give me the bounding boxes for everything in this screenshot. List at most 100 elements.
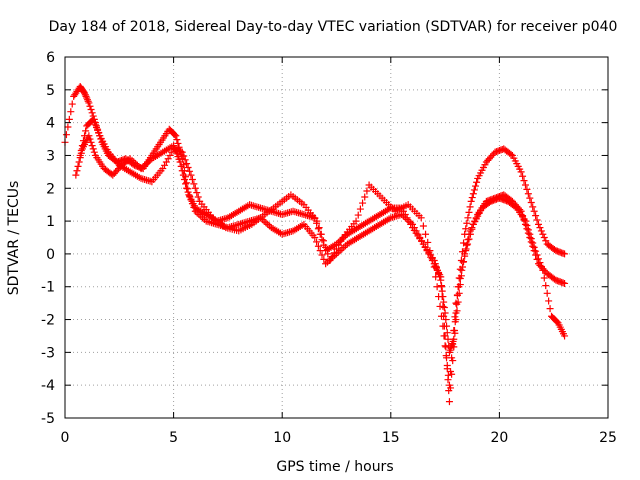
data-point (468, 225, 476, 233)
data-point (171, 131, 179, 139)
data-point (470, 186, 478, 194)
data-point (472, 182, 480, 190)
data-point (83, 94, 91, 102)
data-point (466, 230, 474, 238)
data-point (81, 89, 89, 97)
data-point (433, 283, 441, 291)
data-point (184, 163, 192, 171)
data-point (82, 92, 90, 100)
y-tick-label: -5 (41, 411, 55, 427)
plot-frame (64, 56, 609, 419)
data-point (173, 136, 181, 144)
data-point (68, 100, 76, 108)
data-point (313, 238, 321, 246)
data-point (64, 123, 72, 131)
y-tick-label: 0 (46, 247, 55, 263)
data-point (193, 189, 201, 197)
data-point (84, 97, 92, 105)
data-point (311, 234, 319, 241)
data-point (177, 162, 185, 170)
data-point (320, 255, 328, 263)
data-point (62, 131, 70, 139)
data-point (521, 181, 529, 189)
data-point (445, 381, 453, 389)
data-point (318, 251, 326, 259)
y-tick-label: -1 (41, 280, 55, 296)
data-point (453, 307, 461, 315)
data-point (162, 158, 170, 166)
data-point (430, 263, 438, 271)
data-point (455, 283, 463, 291)
data-point (435, 293, 443, 301)
chart-title: Day 184 of 2018, Sidereal Day-to-day VTE… (49, 19, 618, 35)
data-point (539, 230, 547, 238)
data-point (540, 274, 548, 282)
data-point (164, 155, 172, 163)
data-point (67, 108, 75, 116)
data-point (416, 234, 424, 241)
data-point (314, 225, 322, 233)
data-point (523, 185, 531, 193)
data-point (442, 352, 450, 360)
data-point (428, 255, 436, 263)
data-point (447, 368, 455, 376)
data-point (436, 302, 444, 310)
data-point (441, 342, 449, 350)
y-axis-label: SDTVAR / TECUs (6, 181, 22, 296)
data-point (333, 245, 340, 253)
data-point (88, 142, 96, 150)
data-point (529, 239, 537, 247)
data-point (87, 138, 95, 146)
data-point (172, 132, 180, 140)
x-tick-label: 5 (169, 430, 178, 446)
data-point (354, 211, 362, 219)
grid-lines (65, 57, 608, 418)
y-tick-label: -2 (41, 313, 55, 329)
data-point (465, 235, 473, 243)
data-point (190, 203, 198, 211)
data-point (469, 190, 477, 198)
x-tick-label: 25 (599, 430, 617, 446)
data-point (65, 115, 73, 123)
data-point (546, 305, 554, 313)
data-point (453, 291, 461, 299)
data-point (520, 177, 528, 185)
data-point (315, 224, 323, 232)
data-point (561, 279, 569, 287)
data-point (442, 343, 450, 351)
data-point (524, 190, 532, 198)
data-point (337, 237, 345, 245)
data-point (443, 361, 451, 369)
data-point (463, 241, 471, 249)
data-point (183, 184, 191, 192)
data-point (179, 171, 187, 179)
data-point (523, 221, 531, 229)
data-point (440, 304, 448, 312)
data-point (450, 335, 458, 343)
data-point (466, 203, 474, 211)
data-point (473, 178, 481, 186)
data-point (449, 340, 457, 348)
data-point (543, 289, 551, 297)
data-point (361, 193, 369, 201)
data-point (330, 249, 338, 257)
data-point (545, 297, 553, 305)
data-point (335, 241, 343, 249)
data-point (561, 332, 569, 340)
data-point (534, 220, 542, 228)
data-point (78, 142, 86, 150)
data-point (414, 230, 422, 238)
data-point (534, 255, 542, 263)
data-point (85, 99, 93, 107)
y-tick-labels: -5 -4 -3 -2 -1 0 1 2 3 4 5 6 (41, 50, 55, 427)
data-point (439, 322, 447, 330)
data-point (180, 176, 188, 184)
data-point (190, 180, 198, 188)
data-point (359, 199, 367, 207)
data-point (432, 273, 440, 281)
data-point (507, 150, 515, 158)
data-point (537, 227, 545, 235)
data-point (314, 242, 322, 250)
data-point (176, 158, 184, 166)
data-point (186, 167, 194, 175)
